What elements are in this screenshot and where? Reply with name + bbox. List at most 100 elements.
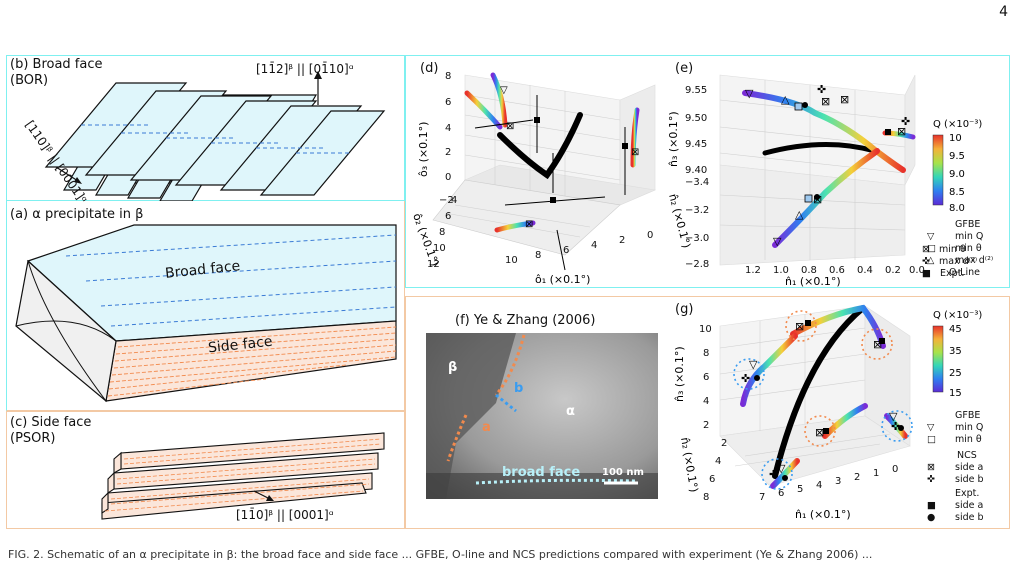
svg-text:▽: ▽ — [889, 410, 898, 423]
g-legend-item: side b — [955, 474, 984, 485]
svg-text:⊠: ⊠ — [795, 320, 804, 333]
panel-c-direction-label: [11̄0]ᵝ || [0001]ᵅ — [236, 508, 334, 522]
panel-fg-frame — [405, 296, 1010, 529]
g-ytick: 6 — [709, 474, 715, 485]
g-xtick: 1 — [873, 468, 879, 479]
g-ztick: 6 — [703, 372, 709, 383]
panel-a-title: (a) α precipitate in β — [10, 207, 144, 222]
e-cbtick: 10 — [949, 133, 962, 144]
panel-c-title: (c) Side face — [10, 415, 92, 430]
d-ztick: 8 — [445, 71, 451, 82]
svg-text:▽: ▽ — [927, 231, 935, 242]
d-ztick: 0 — [445, 172, 451, 183]
svg-text:⊠: ⊠ — [631, 147, 639, 158]
broad-face-tem-label: broad face — [502, 465, 581, 480]
panel-b-frame — [6, 55, 405, 201]
b-label: b — [514, 381, 524, 396]
d-ztick: 6 — [445, 97, 451, 108]
e-cbtick: 8.0 — [949, 203, 965, 214]
e-xtick: 1.0 — [773, 265, 789, 276]
panel-b-normal-label: [11̄2]ᵝ || [01̄10]ᵅ — [256, 62, 354, 76]
svg-text:▽: ▽ — [773, 235, 782, 248]
panel-a-frame — [6, 201, 405, 411]
g-zlabel: n̂₃ (×0.1°) — [673, 346, 686, 402]
d-ztick: 2 — [445, 147, 451, 158]
e-legend-item: min θ — [939, 244, 966, 255]
e-xtick: 0.6 — [829, 265, 845, 276]
g-legend-item: side a — [955, 462, 983, 473]
g-cbtick: 15 — [949, 388, 962, 399]
svg-text:⊠: ⊠ — [815, 426, 824, 439]
d-xtick: 2 — [619, 235, 625, 246]
svg-text:●: ● — [927, 512, 935, 523]
svg-text:⊠: ⊠ — [840, 93, 849, 106]
e-xtick: 1.2 — [745, 265, 761, 276]
d-xtick: 0 — [647, 230, 653, 241]
g-xtick: 6 — [778, 488, 784, 499]
panel-c-frame — [6, 411, 405, 529]
g-xlabel: n̂₁ (×0.1°) — [795, 508, 851, 521]
svg-text:✜: ✜ — [901, 115, 910, 128]
g-xtick: 2 — [854, 472, 860, 483]
svg-text:△: △ — [795, 208, 804, 221]
g-ytick: 4 — [715, 456, 721, 467]
g-legend-group: NCS — [957, 450, 977, 461]
e-xtick: 0.0 — [909, 265, 925, 276]
svg-text:⊠: ⊠ — [821, 95, 830, 108]
d-xtick: 8 — [535, 250, 541, 261]
g-cbtick: 25 — [949, 368, 962, 379]
svg-text:▽: ▽ — [500, 85, 508, 96]
g-legend-group: GFBE — [955, 410, 980, 421]
g-legend-item: min θ — [955, 434, 982, 445]
e-legend-item: max d⁽²⁾ — [955, 255, 993, 266]
g-cbtick: 35 — [949, 346, 962, 357]
d-xtick: 10 — [505, 255, 518, 266]
panel-e-label: (e) — [675, 61, 694, 76]
e-legend-item: max d⁽²⁾ — [939, 256, 978, 267]
scale-label: 100 nm — [602, 467, 644, 478]
svg-text:▽: ▽ — [777, 462, 786, 475]
e-legend-group: GFBE — [955, 219, 980, 230]
g-legend-item: min Q — [955, 422, 983, 433]
panel-c-drawing — [101, 432, 385, 520]
e-ylabel: n̂₂ (×0.1°) — [666, 192, 693, 249]
e-colorbar — [932, 134, 944, 206]
e-ztick: 9.55 — [685, 85, 707, 96]
e-cbtick: 8.5 — [949, 187, 965, 198]
g-colorbar-title: Q (×10⁻³) — [933, 310, 982, 321]
e-xlabel: n̂₁ (×0.1°) — [785, 275, 841, 288]
panel-f-title: (f) Ye & Zhang (2006) — [455, 313, 596, 328]
g-xtick: 7 — [759, 492, 765, 503]
e-xtick: 0.2 — [885, 265, 901, 276]
e-xtick: 0.4 — [857, 265, 873, 276]
svg-text:⊠: ⊠ — [873, 338, 882, 351]
e-cbtick: 9.5 — [949, 151, 965, 162]
svg-text:✜: ✜ — [769, 468, 778, 481]
e-ztick: 9.50 — [685, 113, 707, 124]
e-ztick: 9.45 — [685, 139, 707, 150]
g-xtick: 0 — [892, 464, 898, 475]
page-number: 4 — [999, 4, 1008, 20]
panel-a-drawing — [15, 224, 397, 403]
svg-text:⊠: ⊠ — [506, 121, 514, 132]
d-ytick: 4 — [451, 195, 457, 206]
g-legend-item: side b — [955, 512, 984, 523]
panel-d-plot: ⊠ ⊠ ⊠ ▽ 8 6 4 2 0 −2 12 10 8 6 4 10 8 6 … — [410, 71, 657, 286]
e-legend-lower: ⊠ min θ ✜ max d⁽²⁾ ■ Expt. — [922, 244, 978, 279]
e-ztick: 9.40 — [685, 165, 707, 176]
d-ztick: −2 — [439, 195, 454, 206]
svg-text:□: □ — [927, 434, 936, 445]
panel-d-label: (d) — [420, 61, 439, 76]
d-ytick: 8 — [439, 227, 445, 238]
figure-caption: FIG. 2. Schematic of an α precipitate in… — [8, 548, 873, 561]
panel-f-image — [426, 333, 658, 499]
d-ytick: 10 — [433, 243, 446, 254]
g-legend-item: side a — [955, 500, 983, 511]
g-ylabel: n̂₂ (×0.1°) — [678, 436, 700, 493]
alpha-label: α — [566, 404, 575, 419]
d-xtick: 4 — [591, 240, 597, 251]
g-colorbar — [932, 325, 944, 393]
beta-label: β — [448, 360, 458, 375]
panel-c-subtitle: (PSOR) — [10, 431, 56, 446]
svg-text:✜: ✜ — [817, 83, 826, 96]
